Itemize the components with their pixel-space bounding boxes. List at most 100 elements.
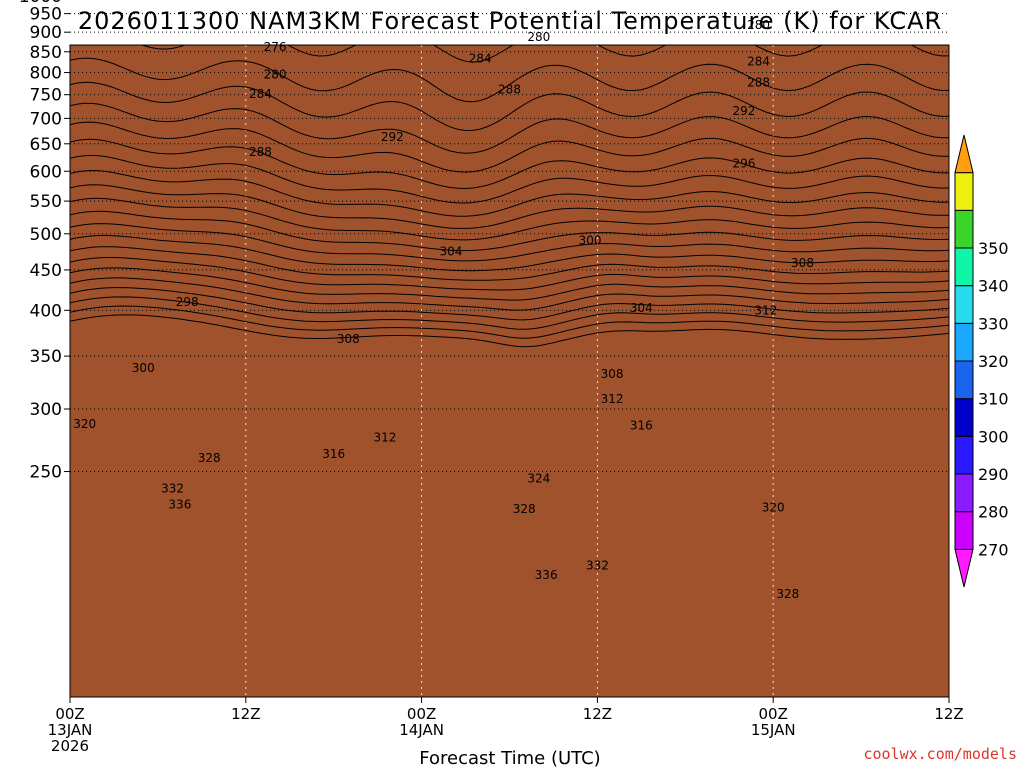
contour-line [70,257,949,291]
x-tick-label: 14JAN [399,721,444,739]
y-tick-label: 600 [30,162,62,182]
contour-label: 280 [527,30,550,44]
colorbar-tick-label: 310 [978,390,1009,409]
colorbar-arrow-top [954,134,974,174]
contour-label: 332 [161,481,184,495]
x-tick-label: 00Z [759,705,788,723]
y-tick-label: 300 [30,400,62,420]
x-tick-label: 12Z [934,705,963,723]
colorbar-segment [954,322,974,362]
y-tick-label: 800 [30,64,62,84]
y-tick-label: 850 [30,43,62,63]
y-tick-label: 450 [30,261,62,281]
contour-label: 316 [630,418,653,432]
contour-label: 312 [601,392,624,406]
y-axis: 2503003504004505005506006507007508008509… [19,0,70,483]
colorbar-segment [954,247,974,287]
y-tick-label: 350 [30,347,62,367]
ground-terrain [70,45,949,697]
x-axis-label: Forecast Time (UTC) [419,748,600,768]
contour-line [70,169,949,217]
contour-line [70,154,949,204]
contour-label: 336 [535,568,558,582]
contour-label: 300 [579,234,602,248]
contour-label: 288 [249,145,272,159]
x-tick-label: 00Z [407,705,436,723]
y-tick-label: 550 [30,192,62,212]
colorbar-segment [954,172,974,211]
colorbar-segment [954,435,974,475]
y-tick-label: 750 [30,86,62,106]
colorbar-segment [954,360,974,400]
colorbar-tick-label: 320 [978,352,1009,371]
contour-line [70,267,949,301]
colorbar-tick-label: 270 [978,540,1009,559]
contour-label: 276 [264,40,287,54]
x-tick-label: 13JAN [48,721,93,739]
y-tick-label: 500 [30,225,62,245]
contour-line [70,121,949,173]
contour-label: 284 [249,87,272,101]
colorbar-segment [954,473,974,513]
colorbar-segment [954,285,974,324]
plot-area [70,45,949,697]
contour-line [70,184,949,229]
contour-label: 308 [601,367,624,381]
contour-label: 292 [732,104,755,118]
contour-label: 284 [469,52,492,66]
contour-line [70,277,949,311]
chart-title: 2026011300 NAM3KM Forecast Potential Tem… [78,7,942,35]
colorbar: 270 280 290 300 310 320 330 340 350 [954,134,1009,588]
contour-line [70,81,949,132]
contour-line [70,246,949,281]
colorbar-segment [954,511,974,550]
contour-label: 312 [374,431,397,445]
contour-label: 316 [322,447,345,461]
contour-label: 280 [747,18,770,32]
contour-line [140,45,949,63]
contour-label: 304 [630,301,653,315]
contour-label: 308 [337,332,360,346]
colorbar-tick-label: 350 [978,239,1009,258]
contour-label: 288 [498,83,521,97]
contour-line [70,296,949,330]
x-tick-label: 12Z [231,705,260,723]
contour-label: 328 [513,502,536,516]
colorbar-arrow-bottom [954,548,974,588]
colorbar-tick-label: 280 [978,503,1009,522]
colorbar-tick-label: 330 [978,314,1009,333]
x-tick-label: 15JAN [751,721,796,739]
contour-label: 328 [198,451,221,465]
contour-line [70,287,949,321]
contour-line [70,197,949,241]
plot-frame [69,44,950,698]
colorbar-tick-label: 300 [978,427,1009,446]
y-tick-label: 700 [30,109,62,129]
contour-label: 332 [586,559,609,573]
colorbar-tick-label: 340 [978,277,1009,296]
x-tick-label: 2026 [51,737,89,755]
x-tick-label: 00Z [55,705,84,723]
contour-label: 336 [168,498,191,512]
y-tick-label: 250 [30,463,62,483]
contour-label: 320 [73,417,96,431]
y-tick-label: 1000 [19,0,62,7]
contour-label: 288 [747,76,770,90]
contour-label: 296 [732,156,755,170]
colorbar-segment [954,398,974,437]
contour-line [70,102,949,154]
contour-line [70,210,949,252]
contour-label: 320 [762,501,785,515]
contour-line [70,305,949,339]
credit-text: coolwx.com/models [863,745,1017,763]
contour-label: 284 [747,55,770,69]
y-tick-label: 900 [30,23,62,43]
contour-line [70,314,949,348]
y-tick-label: 950 [30,5,62,25]
contour-label: 300 [132,361,155,375]
contour-label: 328 [776,587,799,601]
contour-label: 292 [381,130,404,144]
contour-label: 324 [527,471,550,485]
